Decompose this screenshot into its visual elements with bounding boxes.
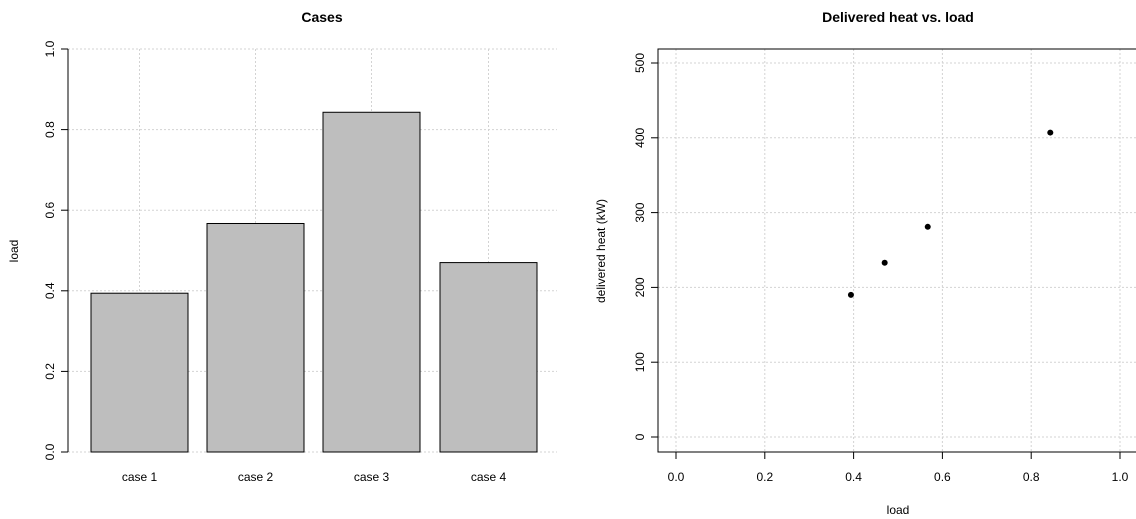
bar-chart-x-tick-labels: case 1 case 2 case 3 case 4 [122,470,507,484]
scatter-chart-x-tick-label: 0.2 [756,470,773,484]
scatter-chart-y-tick-label: 500 [633,53,647,73]
scatter-chart-y-tick-label: 300 [633,202,647,222]
scatter-chart-y-axis-label: delivered heat (kW) [594,199,608,303]
bar-chart-y-axis: 0.0 0.2 0.4 0.6 0.8 1.0 [43,40,69,460]
bar-chart-panel: 0.00.20.40.60.81.0 case 1 case 2 case 3 cas… [7,9,557,484]
scatter-chart-y-tick-label: 100 [633,352,647,372]
scatter-chart-title: Delivered heat vs. load [822,9,974,25]
bar-chart-y-tick-label: 0.0 [43,443,57,460]
scatter-chart-points [847,129,1054,298]
bar-chart-y-tick-label: 0.6 [43,202,57,219]
bar-chart-y-tick-label: 1.0 [43,40,57,57]
bar-chart-y-tick-label: 0.2 [43,363,57,380]
scatter-chart-x-axis-label: load [887,503,910,517]
bar-3 [322,111,421,453]
bar-chart-y-tick-label: 0.4 [43,282,57,299]
bar-4 [439,262,538,453]
scatter-chart-y-tick-label: 200 [633,277,647,297]
scatter-chart-x-axis: 0.0 0.2 0.4 0.6 0.8 1.0 [668,452,1129,484]
bar-chart-title: Cases [301,9,342,25]
bar-chart-y-axis-label: load [7,240,21,263]
scatter-chart-panel: 0 100 200 300 400 500 0.0 0.2 0.4 0.6 0.8 1.0 Deli… [594,9,1136,517]
scatter-chart-y-axis: 0 100 200 300 400 500 [633,53,658,440]
bar-chart-x-tick-label: case 2 [238,470,274,484]
bar-chart-x-tick-label: case 4 [471,470,507,484]
bar-1 [90,292,189,453]
scatter-chart-y-tick-label: 400 [633,127,647,147]
bar-chart-x-tick-label: case 3 [354,470,390,484]
scatter-chart-x-tick-label: 0.6 [934,470,951,484]
scatter-point [1047,129,1054,136]
bar-chart-y-tick-label: 0.8 [43,121,57,138]
bar-2 [206,222,305,453]
scatter-chart-plot-box [657,48,1136,453]
bar-chart-bars [90,111,538,453]
scatter-chart-x-tick-label: 1.0 [1112,470,1129,484]
scatter-chart-gridlines [658,49,1136,452]
scatter-chart-y-tick-label: 0 [633,433,647,440]
scatter-point [847,291,854,298]
scatter-chart-x-tick-label: 0.8 [1023,470,1040,484]
scatter-chart-x-tick-label: 0.4 [845,470,862,484]
scatter-point [924,223,931,230]
bar-chart-x-tick-label: case 1 [122,470,158,484]
scatter-point [881,259,888,266]
scatter-chart-x-tick-label: 0.0 [668,470,685,484]
